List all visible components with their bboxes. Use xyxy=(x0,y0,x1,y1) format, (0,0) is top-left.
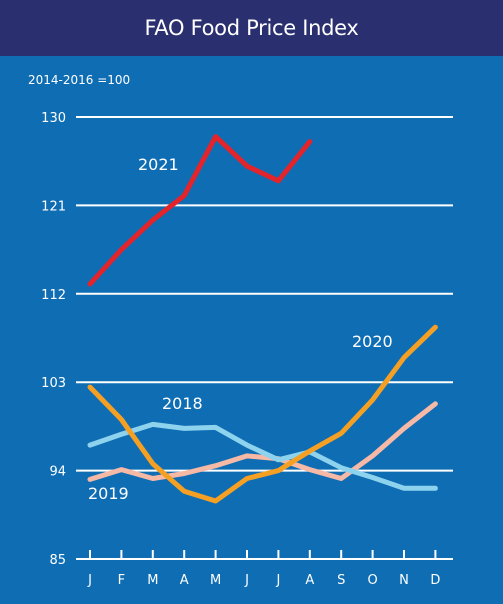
x-tick-label: S xyxy=(337,573,345,588)
chart-subtitle: 2014-2016 =100 xyxy=(28,73,130,87)
series-label-2019: 2019 xyxy=(88,484,129,503)
line-chart: 2014-2016 =100 130 121 112 103 94 85 J F M A M J J A… xyxy=(28,73,453,588)
series-label-2018: 2018 xyxy=(162,394,203,413)
x-tick-label: A xyxy=(305,573,314,588)
x-tick-label: O xyxy=(367,573,377,588)
x-tick-label: J xyxy=(87,573,92,588)
x-tick-label: J xyxy=(275,573,280,588)
series-line-2018 xyxy=(87,421,438,491)
y-tick-label: 130 xyxy=(41,111,66,126)
chart-title: FAO Food Price Index xyxy=(144,16,359,40)
series-line-2020 xyxy=(87,324,438,504)
x-tick-label: N xyxy=(399,573,409,588)
y-tick-label: 112 xyxy=(41,288,66,303)
series-line-2021 xyxy=(87,134,313,287)
x-tick-label: M xyxy=(210,573,221,588)
y-tick-label: 94 xyxy=(49,465,66,480)
series-label-2021: 2021 xyxy=(138,155,179,174)
x-tick-label: J xyxy=(244,573,249,588)
y-tick-label: 103 xyxy=(41,376,66,391)
x-tick-label: D xyxy=(430,573,440,588)
chart-area: 2014-2016 =100 130 121 112 103 94 85 J F M A M J J A… xyxy=(0,56,503,600)
series-label-2020: 2020 xyxy=(352,332,393,351)
y-tick-label: 85 xyxy=(49,553,66,568)
x-tick-label: F xyxy=(118,573,125,588)
chart-header: FAO Food Price Index xyxy=(0,0,503,56)
series-line-2019 xyxy=(87,401,438,482)
x-tick-label: A xyxy=(180,573,189,588)
x-tick-label: M xyxy=(147,573,158,588)
y-tick-label: 121 xyxy=(41,199,66,214)
